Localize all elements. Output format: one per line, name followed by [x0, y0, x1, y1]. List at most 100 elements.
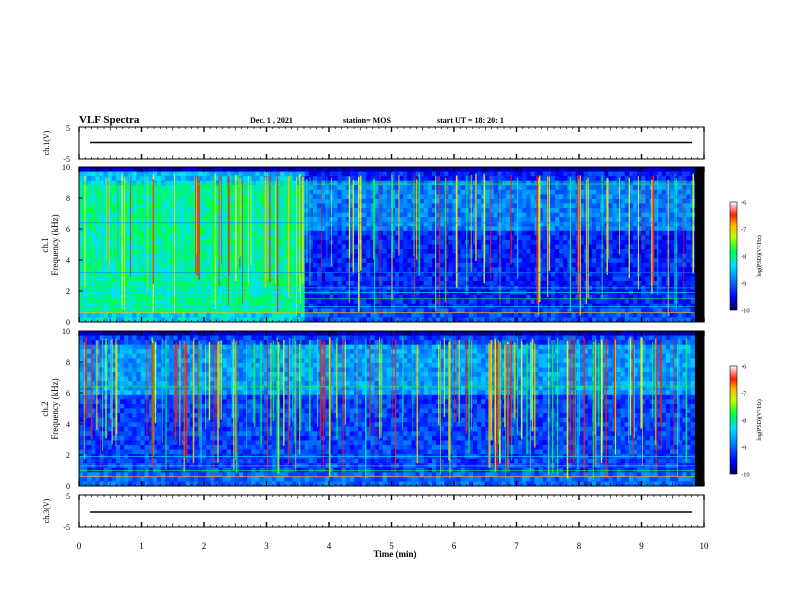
spectrogram-cell	[239, 280, 244, 286]
spectrogram-cell	[255, 271, 260, 277]
spectrogram-cell	[514, 185, 519, 191]
spectrogram-cell	[518, 176, 523, 181]
spectrogram-cell	[206, 176, 211, 181]
spectrogram-cell	[202, 221, 207, 227]
spectrogram-cell	[124, 294, 129, 300]
spectrogram-cell	[641, 185, 646, 191]
spectrogram-cell	[115, 312, 121, 318]
spectrogram-cell	[210, 308, 215, 314]
spectrogram-cell	[423, 180, 429, 186]
spectrogram-cell	[427, 244, 433, 250]
spectrogram-cell	[296, 312, 301, 318]
spectrogram-cell	[481, 176, 486, 181]
spectrogram-cell	[317, 294, 322, 300]
spectrogram-cell	[255, 230, 260, 236]
spectrogram-cell	[198, 203, 203, 209]
spectrogram-cell	[234, 235, 240, 241]
spectrogram-cell	[353, 189, 359, 195]
spectrogram-cell	[169, 258, 174, 264]
spectrogram-cell	[308, 212, 314, 218]
spectrogram-cell	[189, 194, 195, 200]
spectrogram-cell	[592, 198, 597, 204]
spectrogram-cell	[522, 230, 527, 236]
spectrogram-cell	[460, 312, 466, 318]
spectrogram-cell	[612, 208, 617, 213]
spectrogram-cell	[366, 267, 371, 273]
spectrogram-cell	[333, 317, 338, 323]
spectrogram-cell	[189, 271, 195, 277]
spectrogram-cell	[386, 253, 392, 259]
spectrogram-cell	[308, 258, 314, 264]
spectrogram-cell	[259, 317, 264, 323]
spectrogram-cell	[124, 239, 129, 245]
spectrogram-cell	[403, 217, 408, 223]
spectrogram-cell	[152, 317, 158, 323]
spectrogram-cell	[427, 253, 433, 259]
spectrogram-cell	[399, 212, 404, 218]
spectrogram-cell	[333, 262, 338, 268]
spectrogram-cell	[218, 198, 223, 204]
spectrogram-cell	[83, 308, 88, 314]
spectrogram-cell	[399, 180, 404, 186]
spectrogram-cell	[518, 203, 523, 209]
spectrogram-cell	[243, 280, 248, 286]
spectrogram-cell	[214, 208, 219, 213]
spectrogram-cell	[325, 239, 330, 245]
spectrogram-cell	[144, 217, 150, 223]
spectrogram-cell	[440, 167, 445, 172]
spectrogram-cell	[214, 226, 219, 232]
spectrogram-cell	[497, 317, 503, 323]
spectrogram-cell	[485, 262, 490, 268]
spectrogram-cell	[333, 171, 338, 177]
spectrogram-cell	[349, 317, 355, 323]
spectrogram-cell	[234, 189, 240, 195]
spectrogram-cell	[292, 180, 297, 186]
spectrogram-cell	[452, 308, 457, 314]
spectrogram-cell	[136, 208, 141, 213]
spectrogram-cell	[612, 171, 617, 177]
spectrogram-cell	[641, 176, 646, 181]
spectrogram-cell	[280, 217, 285, 223]
spectrogram-cell	[645, 167, 650, 172]
spectrogram-cell	[641, 253, 646, 259]
spectrogram-cell	[243, 299, 248, 305]
spectrogram-cell	[489, 258, 494, 264]
spectrogram-cell	[173, 217, 178, 223]
spectrogram-cell	[91, 180, 96, 186]
spectrogram-cell	[579, 198, 585, 204]
spectrogram-cell	[230, 244, 236, 250]
spectrogram-cell	[366, 212, 371, 218]
spectrogram-cell	[530, 271, 535, 277]
spectrogram-cell	[124, 249, 129, 254]
spectrogram-cell	[431, 267, 437, 273]
spectrogram-cell	[620, 258, 626, 264]
spectrogram-cell	[198, 167, 203, 172]
spectrogram-cell	[165, 312, 170, 318]
spectrogram-cell	[624, 185, 630, 191]
spectrogram-cell	[604, 312, 609, 318]
spectrogram-cell	[247, 262, 252, 268]
spectrogram-cell	[349, 299, 355, 305]
spectrogram-cell	[140, 185, 145, 191]
spectrogram-cell	[353, 317, 359, 323]
spectrogram-cell	[345, 271, 351, 277]
spectrogram-cell	[259, 299, 264, 305]
spectrogram-cell	[456, 189, 461, 195]
spectrogram-cell	[132, 203, 137, 209]
spectrogram-cell	[308, 271, 314, 277]
spectrogram-cell	[91, 249, 96, 254]
spectrogram-cell	[550, 299, 556, 305]
spectrogram-cell	[464, 312, 470, 318]
spectrogram-cell	[144, 221, 150, 227]
spectrogram-cell	[468, 317, 474, 323]
spectrogram-cell	[337, 217, 342, 223]
spectrogram-cell	[587, 308, 593, 314]
spectrogram-cell	[624, 317, 630, 323]
spectrogram-cell	[156, 180, 162, 186]
spectrogram-cell	[509, 280, 515, 286]
spectrogram-cell	[218, 171, 223, 177]
spectrogram-cell	[165, 258, 170, 264]
spectrogram-cell	[107, 189, 113, 195]
spectrogram-cell	[641, 212, 646, 218]
spectrogram-cell	[407, 198, 412, 204]
